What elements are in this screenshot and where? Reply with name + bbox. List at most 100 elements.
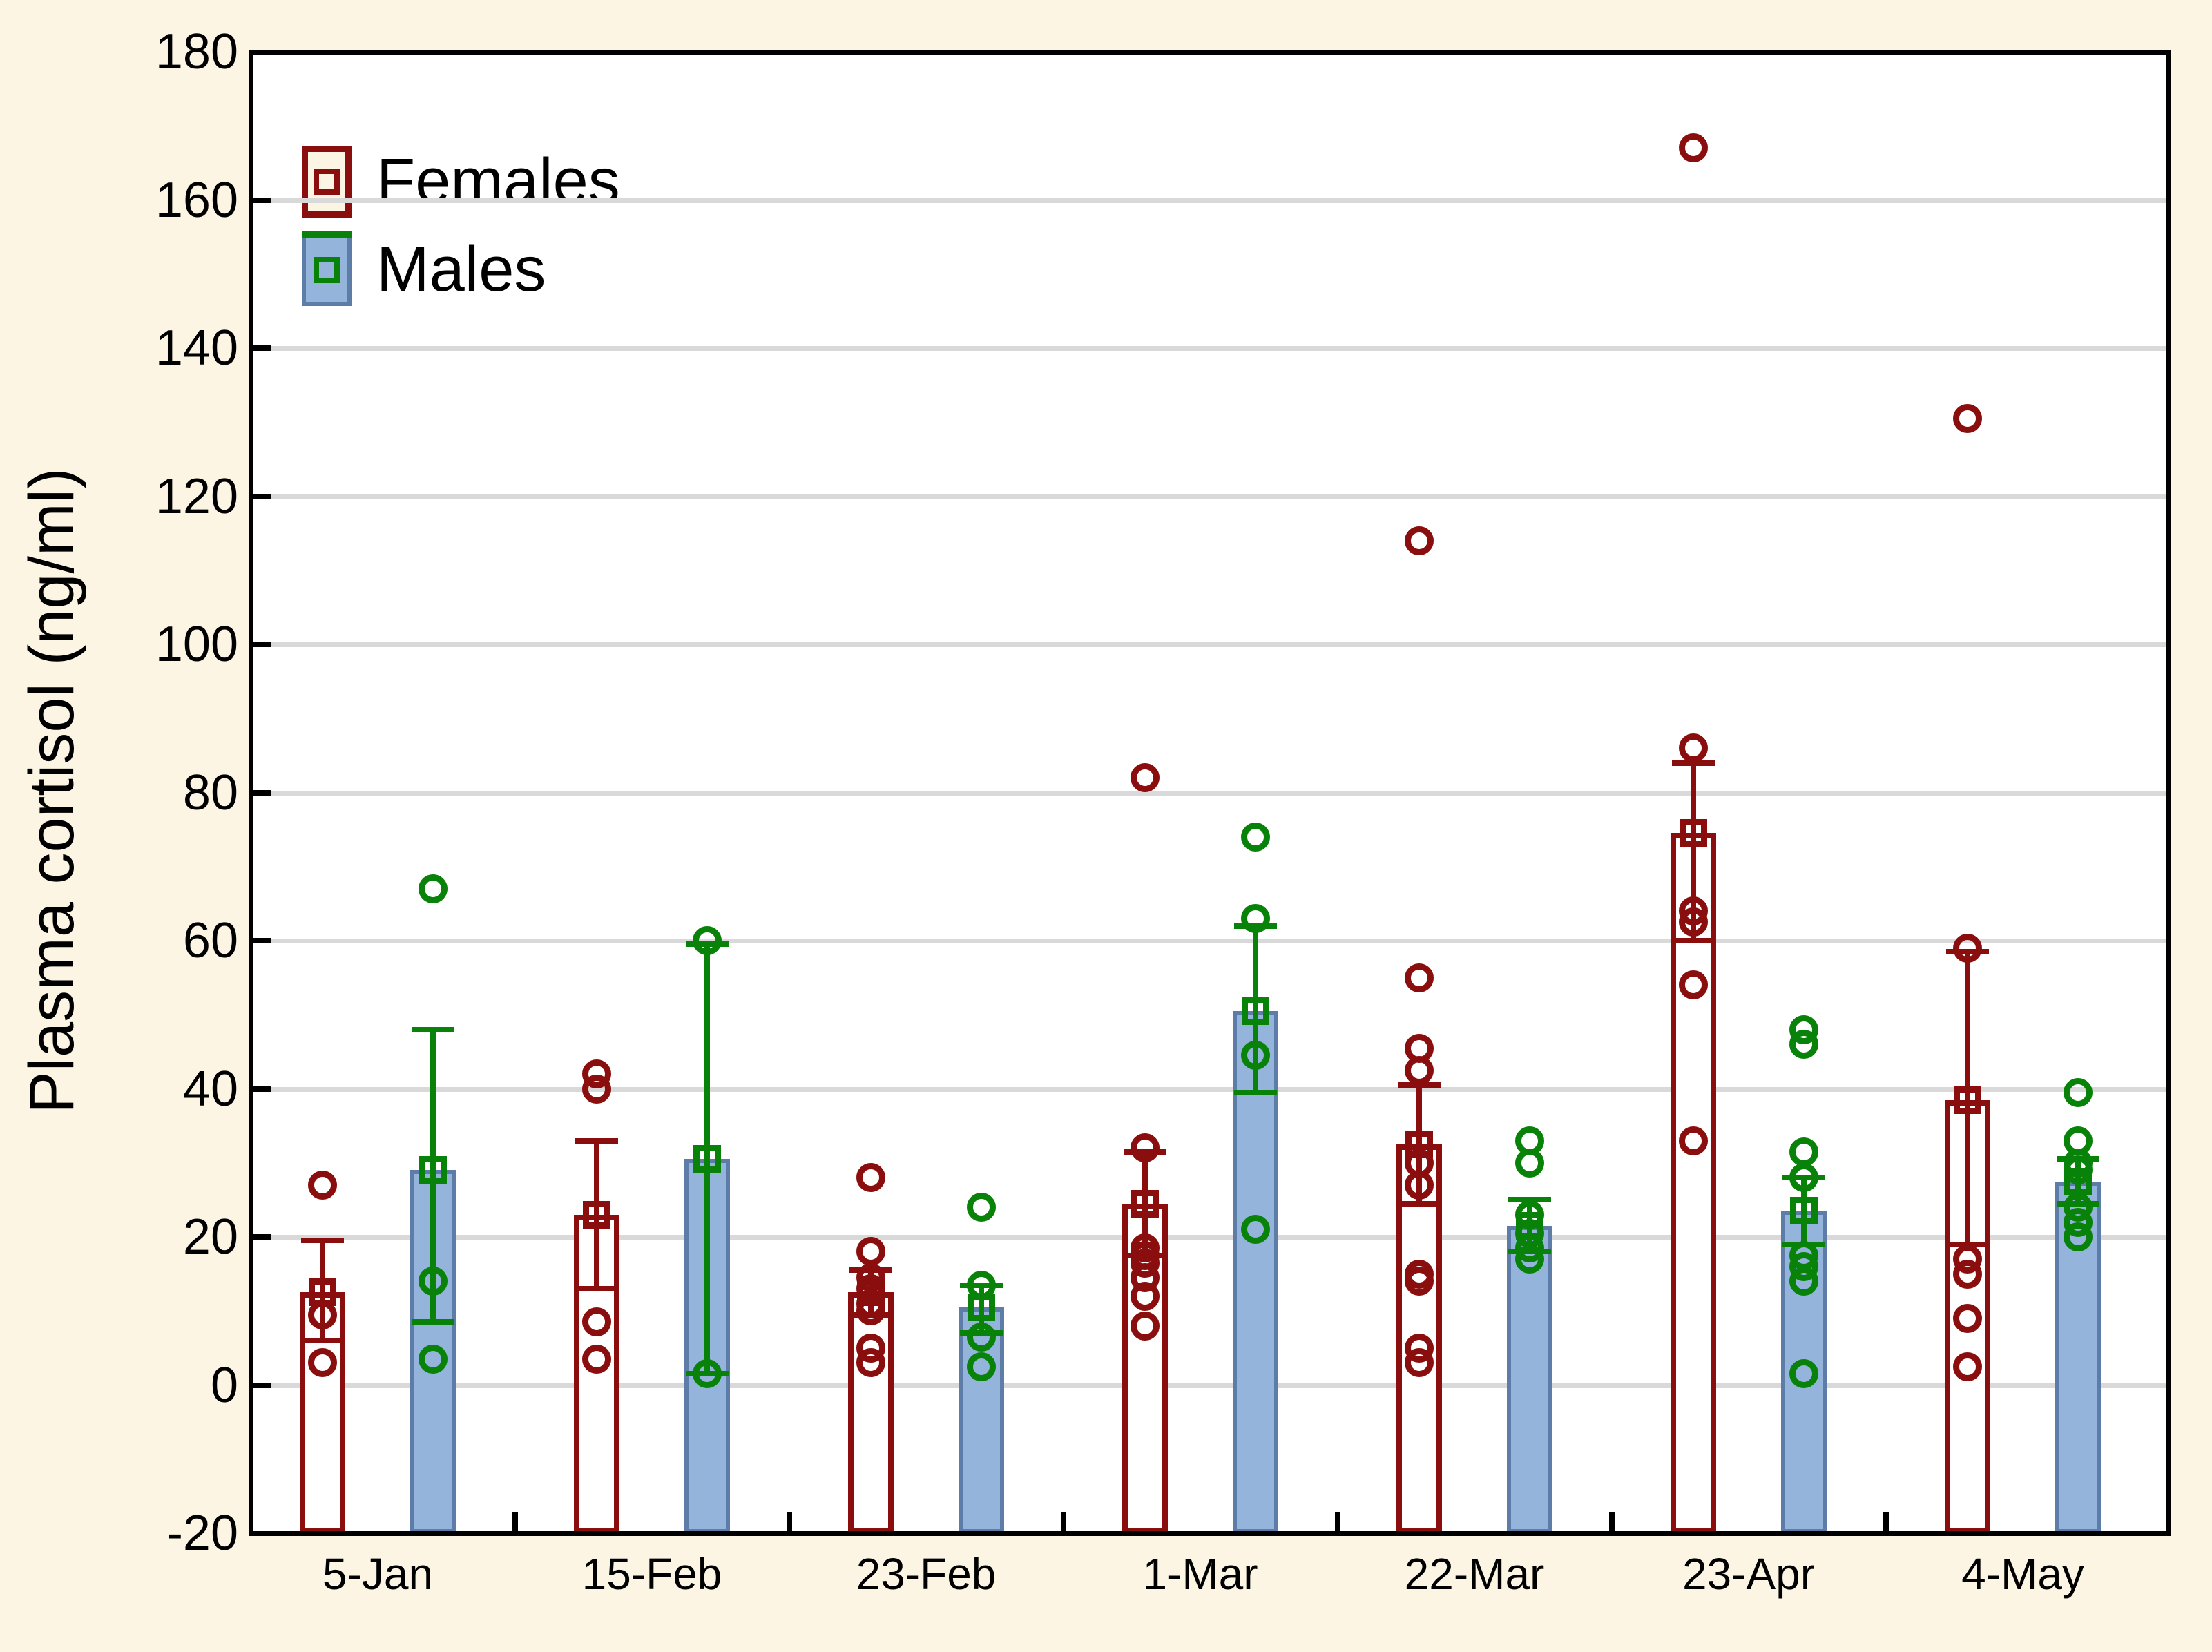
male-data-point: [693, 1359, 722, 1389]
female-error-bar-cap: [1946, 1241, 1989, 1247]
female-data-point: [1679, 1126, 1708, 1155]
male-data-point: [1515, 1148, 1544, 1178]
y-tick-label: 40: [182, 1061, 238, 1117]
gridline: [251, 790, 2168, 796]
gridline: [251, 642, 2168, 647]
legend-item-females: Females: [302, 145, 620, 218]
male-data-point: [1515, 1245, 1544, 1274]
male-data-point: [1241, 903, 1270, 933]
y-tick-label: 140: [155, 320, 238, 376]
male-data-point: [419, 1267, 448, 1296]
male-data-point: [2064, 1222, 2093, 1251]
male-data-point: [419, 874, 448, 903]
female-data-point: [1953, 1303, 1982, 1333]
male-error-bar: [1253, 925, 1258, 1093]
female-data-point: [308, 1348, 337, 1378]
female-data-point: [1953, 1259, 1982, 1289]
female-data-point: [582, 1074, 611, 1104]
female-mean-marker: [1680, 819, 1707, 847]
x-tick-label: 22-Mar: [1404, 1549, 1545, 1599]
male-data-point: [967, 1270, 996, 1300]
male-error-bar: [704, 944, 710, 1374]
y-tick: [251, 197, 271, 203]
female-error-bar: [1965, 952, 1970, 1245]
males-errorbar-cap-icon: [302, 231, 352, 238]
female-data-point: [1131, 1311, 1160, 1341]
legend-item-males: Males: [302, 231, 546, 306]
females-mean-marker-icon: [314, 168, 340, 195]
female-error-bar: [320, 1240, 325, 1341]
gridline: [251, 198, 2168, 203]
x-tick-label: 1-Mar: [1142, 1549, 1258, 1599]
female-mean-marker: [583, 1200, 610, 1229]
y-tick: [251, 493, 271, 499]
female-data-point: [1405, 963, 1434, 992]
female-bar: [1671, 833, 1716, 1533]
female-mean-marker: [1131, 1189, 1159, 1218]
male-mean-marker: [1790, 1197, 1818, 1225]
female-data-point: [1679, 133, 1708, 163]
male-data-point: [1789, 1267, 1818, 1296]
x-tick: [1334, 1512, 1340, 1533]
plot-frame: [249, 50, 2171, 1536]
female-data-point: [1953, 403, 1982, 433]
x-tick: [512, 1512, 518, 1533]
gridline: [251, 1086, 2168, 1092]
y-tick-label: 160: [155, 172, 238, 228]
y-tick-label: 180: [155, 24, 238, 79]
female-data-point: [1679, 970, 1708, 1000]
y-tick-label: 20: [182, 1209, 238, 1265]
female-data-point: [582, 1307, 611, 1337]
x-tick: [1883, 1512, 1889, 1533]
gridline: [251, 1235, 2168, 1240]
male-bar: [2055, 1181, 2101, 1533]
female-data-point: [1953, 1352, 1982, 1381]
female-error-bar: [594, 1140, 599, 1289]
male-data-point: [1241, 1041, 1270, 1070]
males-swatch-icon: [302, 231, 352, 306]
y-tick: [251, 345, 271, 351]
female-data-point: [582, 1344, 611, 1374]
female-error-bar-cap: [1672, 938, 1715, 943]
male-data-point: [1241, 1215, 1270, 1245]
female-error-bar: [1142, 1151, 1148, 1256]
male-error-bar-cap: [1234, 1089, 1277, 1095]
x-tick: [1608, 1512, 1615, 1533]
female-data-point: [856, 1237, 885, 1267]
x-tick-label: 15-Feb: [581, 1549, 722, 1599]
female-data-point: [1405, 1170, 1434, 1200]
gridline: [251, 494, 2168, 499]
female-data-point: [1131, 1281, 1160, 1311]
female-data-point: [856, 1163, 885, 1193]
female-error-bar: [1416, 1085, 1422, 1204]
female-data-point: [1405, 526, 1434, 555]
males-mean-marker-icon: [314, 256, 340, 283]
female-data-point: [856, 1296, 885, 1326]
male-data-point: [967, 1352, 996, 1381]
female-data-point: [1679, 907, 1708, 937]
gridline: [251, 1383, 2168, 1388]
x-tick-label: 5-Jan: [322, 1549, 434, 1599]
female-error-bar-cap: [575, 1286, 618, 1292]
y-tick: [251, 1086, 271, 1092]
x-tick-label: 23-Apr: [1682, 1549, 1816, 1599]
female-data-point: [856, 1348, 885, 1378]
female-data-point: [1405, 1348, 1434, 1378]
male-mean-marker: [1242, 997, 1269, 1025]
y-tick: [251, 642, 271, 647]
male-data-point: [419, 1344, 448, 1374]
y-tick-label: 60: [182, 913, 238, 968]
female-error-bar-cap: [575, 1137, 618, 1144]
legend-label-females: Females: [376, 146, 620, 216]
female-data-point: [308, 1300, 337, 1329]
y-tick-label: 0: [210, 1357, 238, 1413]
female-error-bar-cap: [1672, 760, 1715, 766]
male-data-point: [1789, 1030, 1818, 1059]
y-tick: [251, 789, 271, 796]
male-data-point: [2064, 1155, 2093, 1185]
female-error-bar-cap: [301, 1238, 344, 1244]
y-tick-label: -20: [166, 1506, 238, 1561]
female-data-point: [1405, 1267, 1434, 1296]
male-bar: [1233, 1010, 1278, 1533]
